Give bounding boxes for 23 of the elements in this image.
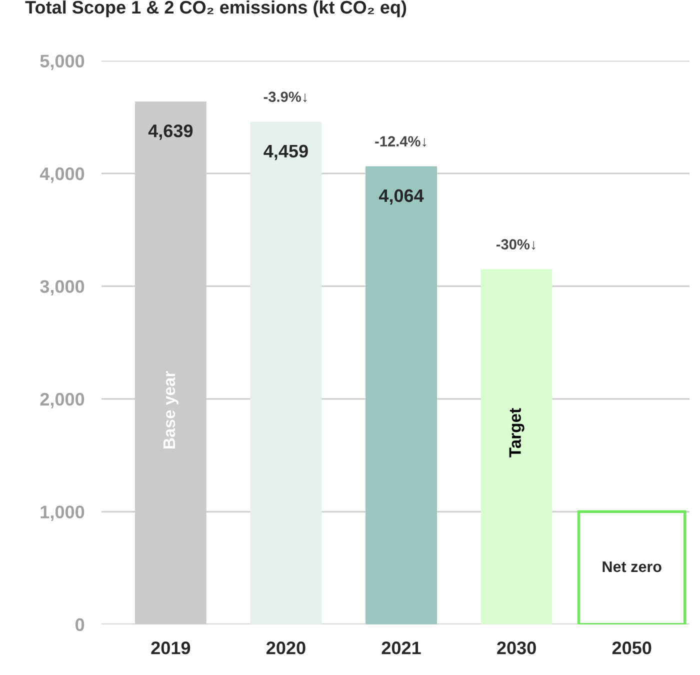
annotation: -3.9%↓ xyxy=(264,92,307,102)
data-label: 4,459 xyxy=(264,144,308,160)
x-tick-label: 2030 xyxy=(497,642,536,654)
annotation: -12.4%↓ xyxy=(375,136,426,147)
y-tick-label: 0 xyxy=(76,618,84,632)
bar xyxy=(250,122,322,624)
x-tick-label: 2019 xyxy=(151,642,190,654)
annotation: Target xyxy=(509,408,524,458)
x-tick-label: 2021 xyxy=(382,642,421,654)
x-tick-label: 2050 xyxy=(612,642,652,654)
x-tick-label: 2020 xyxy=(266,642,306,654)
annotation: Net zero xyxy=(602,561,662,572)
data-label: 4,064 xyxy=(378,189,424,205)
y-tick-label: 5,000 xyxy=(40,54,84,70)
y-tick-label: 4,000 xyxy=(40,167,84,183)
chart-title: Total Scope 1 & 2 CO₂ emissions (kt CO₂ eq) xyxy=(25,0,406,18)
bar xyxy=(480,269,552,624)
y-tick-label: 1,000 xyxy=(40,506,84,521)
y-tick-label: 2,000 xyxy=(40,392,84,408)
y-tick-label: 3,000 xyxy=(40,280,84,296)
annotation: -30%↓ xyxy=(496,239,536,250)
bar xyxy=(366,166,438,624)
data-label: 4,639 xyxy=(148,124,193,140)
